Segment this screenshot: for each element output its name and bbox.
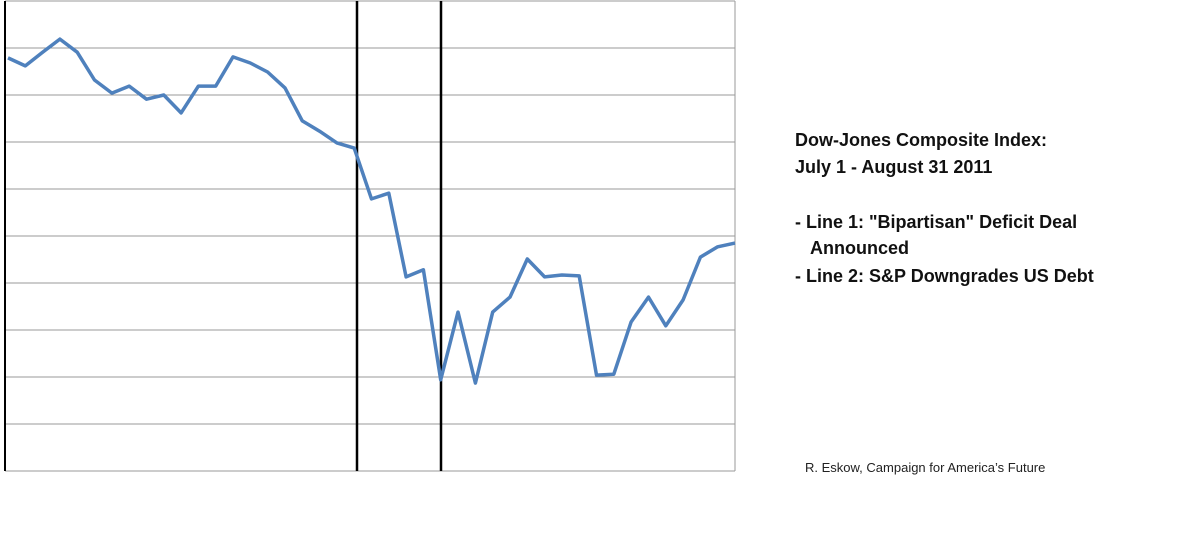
annotation: - Line 2: S&P Downgrades US Debt [795,266,1094,286]
chart-subtitle: July 1 - August 31 2011 [795,157,992,177]
chart-title: Dow-Jones Composite Index: [795,130,1047,150]
data-line [7,37,736,385]
credit: R. Eskow, Campaign for America’s Future [805,460,1045,475]
annotation: Announced [810,238,909,258]
annotation: - Line 1: "Bipartisan" Deficit Deal [795,212,1077,232]
